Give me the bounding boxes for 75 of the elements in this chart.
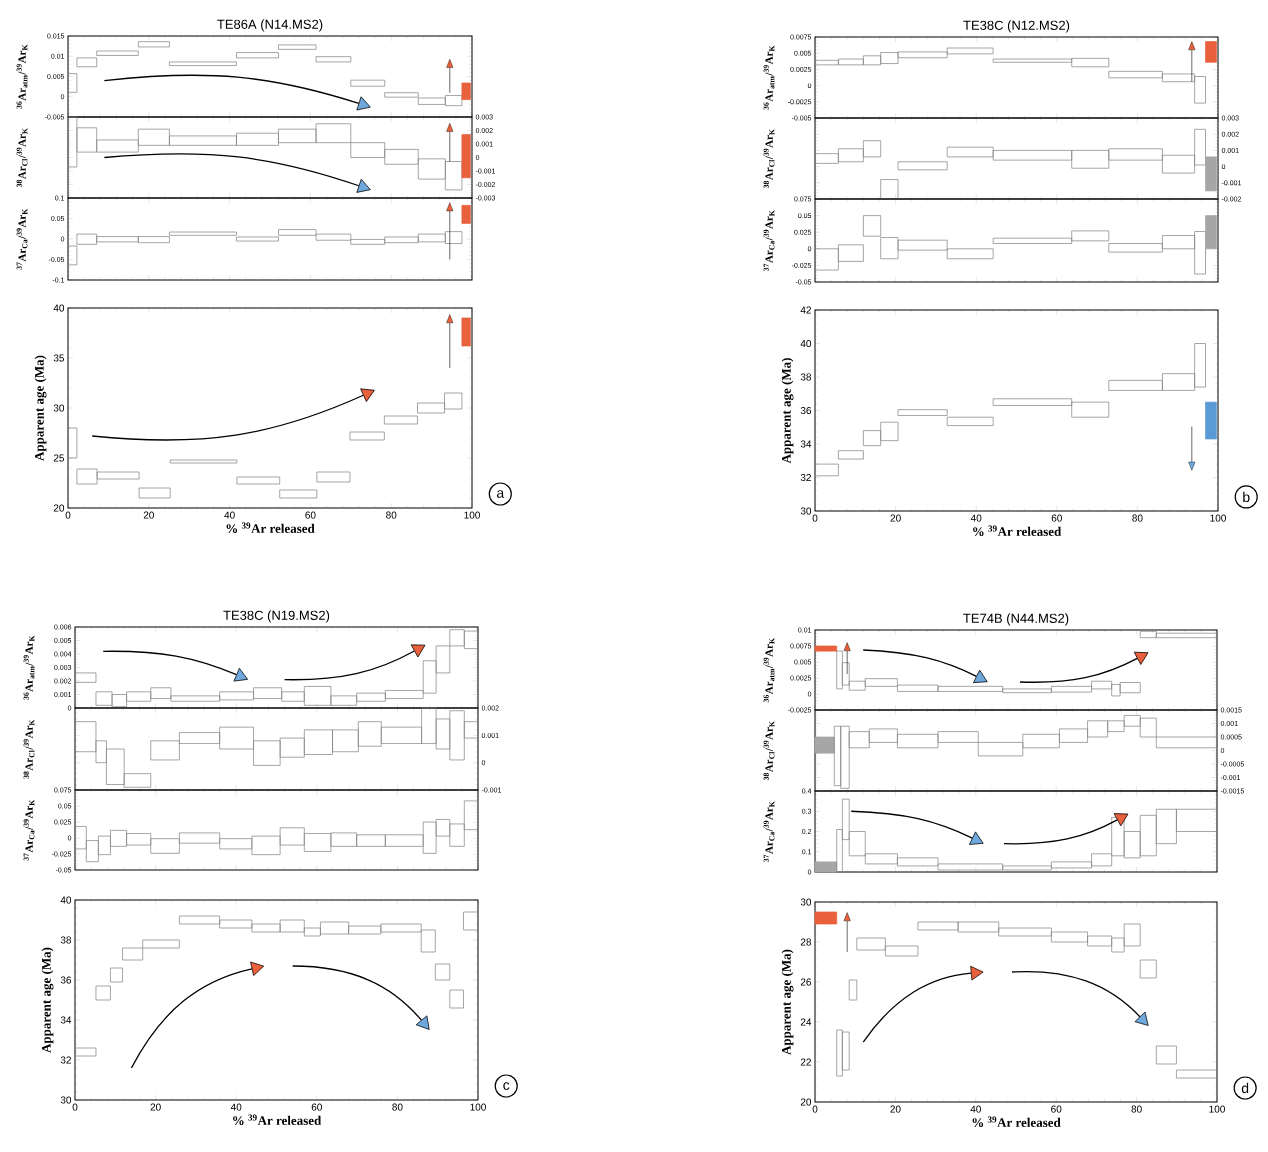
chart-title: TE38C (N12.MS2) bbox=[963, 20, 1070, 33]
x-tick-label: 20 bbox=[890, 514, 901, 522]
y-axis-title: $^{37}$Ar$_{Ca}$/$^{39}$Ar$_{K}$ bbox=[16, 208, 28, 270]
x-tick-label: 20 bbox=[890, 1105, 901, 1113]
y-tick-label: 26 bbox=[800, 978, 812, 986]
x-tick-label: 40 bbox=[970, 1105, 981, 1113]
y-tick-label: 32 bbox=[800, 473, 811, 482]
x-tick-label: 20 bbox=[143, 511, 154, 519]
x-tick-label: 40 bbox=[970, 514, 982, 522]
x-tick-label: 100 bbox=[1209, 1105, 1225, 1113]
x-axis-title: % $^{39}$Ar released bbox=[226, 522, 315, 534]
x-tick-label: 100 bbox=[1210, 514, 1226, 522]
x-tick-label: 0 bbox=[72, 1103, 78, 1111]
y-axis-title: $^{37}$Ar$_{Ca}$/$^{39}$Ar$_{K}$ bbox=[763, 801, 775, 862]
y-axis-title: $^{37}$Ar$_{Ca}$/$^{39}$Ar$_{K}$ bbox=[23, 799, 35, 861]
y-tick-label: 25 bbox=[53, 454, 65, 462]
y-tick-label: 24 bbox=[800, 1018, 812, 1026]
x-axis-title: % $^{39}$Ar released bbox=[972, 1116, 1061, 1128]
y-axis-title: $^{36}$Ar$_{atm}$/$^{39}$Ar$_{K}$ bbox=[763, 638, 775, 703]
y-tick-label: 34 bbox=[800, 440, 812, 448]
y-tick-label: 35 bbox=[53, 354, 65, 362]
y-tick-label: 40 bbox=[53, 304, 65, 312]
y-tick-label: 22 bbox=[800, 1058, 811, 1066]
y-axis-title: $^{38}$Ar$_{Cl}$/$^{39}$Ar$_{K}$ bbox=[763, 721, 775, 781]
y-tick-label: 28 bbox=[800, 938, 812, 946]
y-axis-title: $^{36}$Ar$_{atm}$/$^{39}$Ar$_{K}$ bbox=[763, 45, 775, 110]
y-tick-label: 40 bbox=[60, 896, 72, 904]
x-tick-label: 20 bbox=[150, 1103, 161, 1111]
y-axis-title: Apparent age (Ma) bbox=[34, 355, 47, 461]
x-tick-label: 60 bbox=[311, 1103, 322, 1111]
x-tick-label: 60 bbox=[305, 511, 316, 519]
x-tick-label: 80 bbox=[1132, 514, 1143, 522]
y-tick-label: 34 bbox=[60, 1016, 72, 1024]
y-axis-title: $^{38}$Ar$_{Cl}$/$^{39}$Ar$_{K}$ bbox=[23, 719, 35, 779]
y-tick-label: 30 bbox=[53, 404, 65, 412]
y-tick-label: 36 bbox=[800, 406, 812, 415]
text: d bbox=[1241, 1082, 1249, 1094]
text: b bbox=[1243, 491, 1250, 503]
x-axis-title: % $^{39}$Ar released bbox=[233, 1114, 322, 1126]
x-tick-label: 100 bbox=[470, 1103, 486, 1111]
x-tick-label: 0 bbox=[812, 1105, 818, 1113]
y-tick-label: 36 bbox=[60, 976, 72, 984]
x-axis-title: % $^{39}$Ar released bbox=[973, 525, 1062, 537]
y-tick-label: 30 bbox=[800, 507, 812, 515]
x-tick-label: 100 bbox=[464, 511, 480, 519]
x-tick-label: 40 bbox=[230, 1103, 242, 1111]
y-axis-title: $^{38}$Ar$_{Cl}$/$^{39}$Ar$_{K}$ bbox=[763, 129, 775, 189]
x-tick-label: 0 bbox=[812, 514, 818, 522]
y-tick-label: 30 bbox=[800, 898, 812, 906]
y-tick-label: 20 bbox=[53, 504, 65, 512]
text: a bbox=[496, 490, 505, 498]
x-tick-label: 60 bbox=[1051, 1105, 1062, 1113]
y-axis-title: Apparent age (Ma) bbox=[781, 949, 794, 1055]
y-axis-title: $^{36}$Ar$_{atm}$/$^{39}$Ar$_{K}$ bbox=[23, 635, 35, 700]
chart-title: TE38C (N19.MS2) bbox=[223, 610, 330, 623]
y-axis-title: $^{37}$Ar$_{Ca}$/$^{39}$Ar$_{K}$ bbox=[763, 210, 775, 271]
chart-title: TE86A (N14.MS2) bbox=[217, 19, 323, 32]
x-tick-label: 80 bbox=[392, 1103, 403, 1111]
y-axis-title: Apparent age (Ma) bbox=[41, 947, 54, 1053]
y-tick-label: 38 bbox=[60, 936, 72, 944]
y-tick-label: 32 bbox=[60, 1056, 71, 1064]
x-tick-label: 40 bbox=[224, 511, 235, 519]
y-axis-title: $^{36}$Ar$_{atm}$/$^{39}$Ar$_{K}$ bbox=[16, 44, 28, 109]
y-axis-title: $^{38}$Ar$_{Cl}$/$^{39}$Ar$_{K}$ bbox=[16, 128, 28, 188]
y-tick-label: 20 bbox=[800, 1098, 812, 1106]
y-tick-label: 38 bbox=[800, 373, 812, 381]
chart-title: TE74B (N44.MS2) bbox=[963, 613, 1069, 626]
x-tick-label: 60 bbox=[1051, 514, 1062, 522]
y-tick-label: 42 bbox=[800, 306, 811, 314]
y-axis-title: Apparent age (Ma) bbox=[781, 358, 794, 464]
y-tick-label: 40 bbox=[800, 339, 812, 348]
x-tick-label: 80 bbox=[1131, 1105, 1142, 1113]
text: c bbox=[503, 1082, 510, 1090]
y-tick-label: 30 bbox=[60, 1096, 72, 1104]
x-tick-label: 80 bbox=[386, 511, 397, 519]
